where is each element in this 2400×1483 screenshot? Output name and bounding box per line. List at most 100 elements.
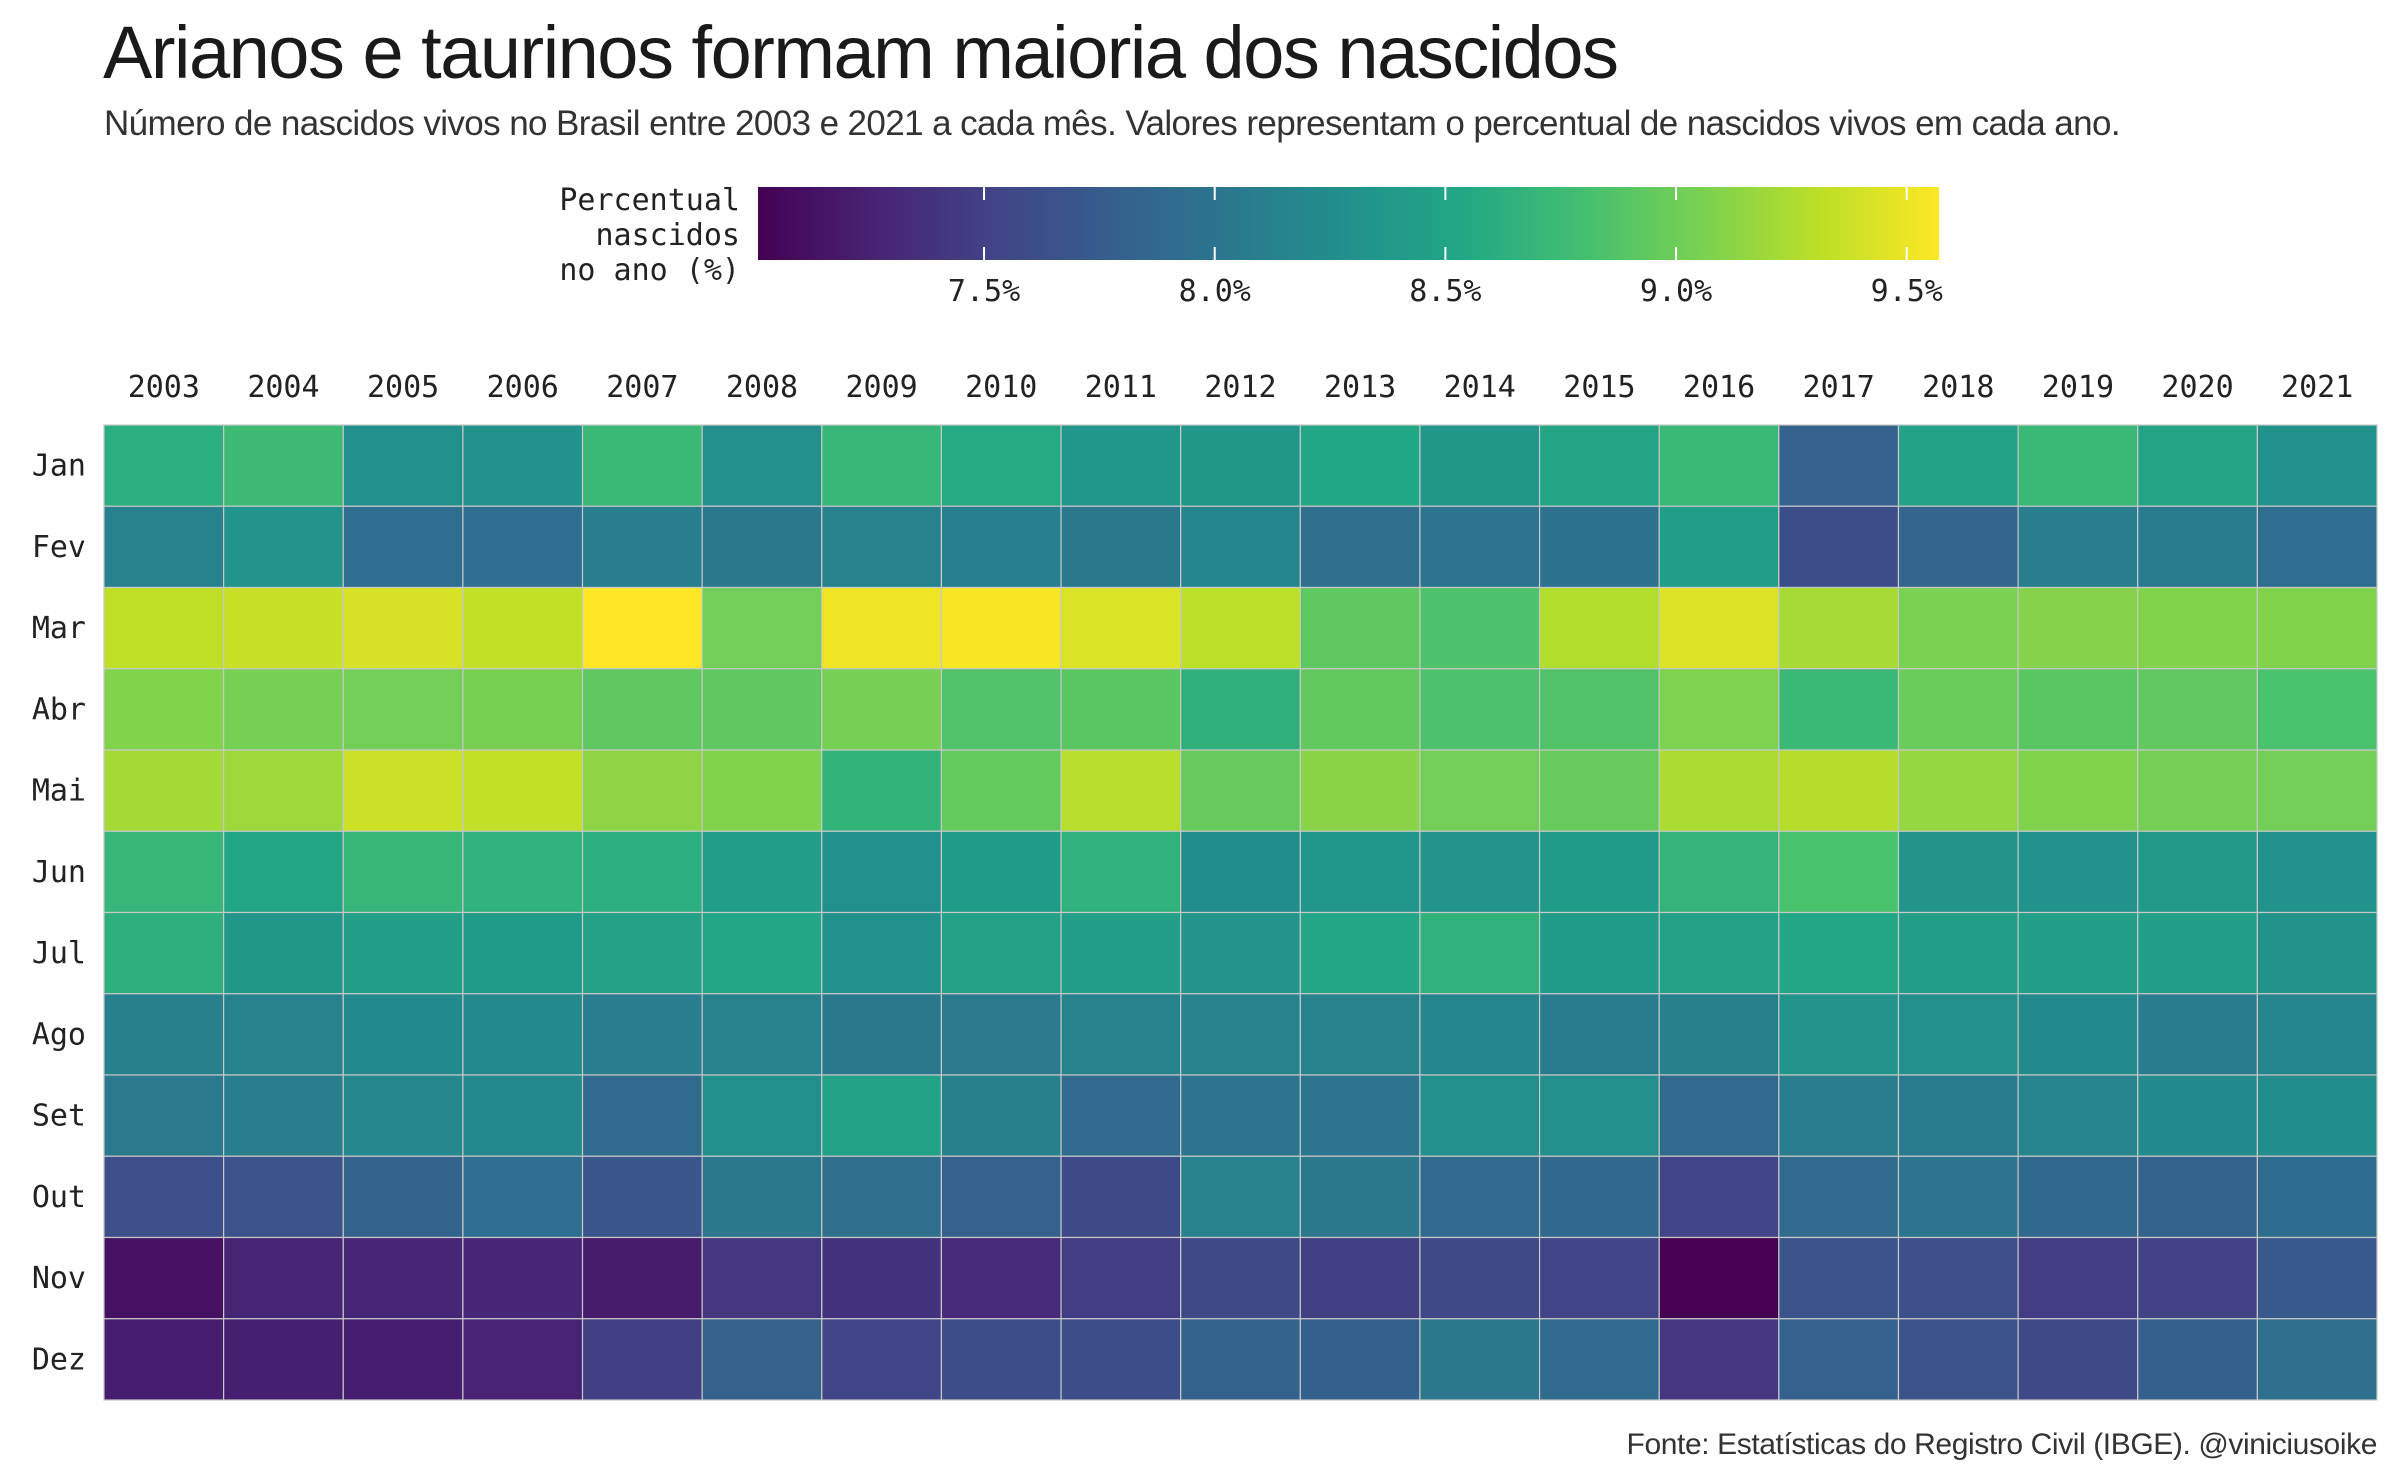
heatmap-cell-abr-2020 xyxy=(2137,668,2258,751)
heatmap-cell-fev-2020 xyxy=(2137,505,2258,589)
heatmap-cell-jul-2016 xyxy=(1658,911,1780,995)
heatmap-cell-mar-2008 xyxy=(701,586,823,670)
heatmap-cell-dez-2004 xyxy=(223,1318,344,1401)
heatmap-cell-nov-2019 xyxy=(2017,1236,2139,1320)
heatmap-cell-abr-2014 xyxy=(1419,668,1541,751)
heatmap-cell-nov-2008 xyxy=(701,1236,823,1320)
heatmap-cell-nov-2015 xyxy=(1538,1236,1660,1320)
heatmap-cell-nov-2006 xyxy=(462,1236,584,1320)
heatmap-cell-mai-2005 xyxy=(342,749,464,832)
x-tick-label: 2007 xyxy=(606,370,678,405)
y-tick-label: Jun xyxy=(32,855,86,890)
x-tick-label: 2013 xyxy=(1324,370,1396,405)
heatmap-cell-dez-2006 xyxy=(462,1318,584,1401)
heatmap-cell-jun-2005 xyxy=(342,830,464,914)
heatmap-cell-jun-2013 xyxy=(1299,830,1421,914)
heatmap-cell-set-2011 xyxy=(1060,1074,1182,1157)
heatmap-cell-jul-2010 xyxy=(940,911,1062,995)
colorbar xyxy=(758,187,1939,260)
heatmap-cell-set-2009 xyxy=(821,1074,943,1157)
heatmap-cell-abr-2019 xyxy=(2017,668,2139,751)
chart-subtitle: Número de nascidos vivos no Brasil entre… xyxy=(104,104,2121,143)
heatmap-cell-nov-2021 xyxy=(2256,1236,2378,1320)
heatmap-cell-fev-2009 xyxy=(821,505,943,589)
heatmap-cell-nov-2018 xyxy=(1897,1236,2019,1320)
color-legend: 7.5% 8.0% 8.5% 9.0% 9.5% xyxy=(758,187,1943,309)
heatmap-cell-jan-2018 xyxy=(1897,424,2019,507)
heatmap-cell-ago-2018 xyxy=(1897,993,2019,1076)
heatmap-cell-jan-2004 xyxy=(223,424,344,507)
heatmap-cell-jun-2011 xyxy=(1060,830,1182,914)
heatmap-cell-fev-2013 xyxy=(1299,505,1421,589)
heatmap-cell-jan-2012 xyxy=(1180,424,1301,507)
heatmap-cell-dez-2011 xyxy=(1060,1318,1182,1401)
heatmap-cell-ago-2013 xyxy=(1299,993,1421,1076)
heatmap-cell-fev-2011 xyxy=(1060,505,1182,589)
colorbar-tick-label: 8.5% xyxy=(1409,274,1481,309)
heatmap-cell-jan-2008 xyxy=(701,424,823,507)
x-tick-label: 2006 xyxy=(487,370,559,405)
heatmap-cell-mai-2012 xyxy=(1180,749,1301,832)
heatmap-cell-jul-2003 xyxy=(103,911,225,995)
heatmap-cell-abr-2015 xyxy=(1538,668,1660,751)
heatmap-cell-fev-2012 xyxy=(1180,505,1301,589)
heatmap-cell-mai-2021 xyxy=(2256,749,2378,832)
heatmap-cell-mai-2017 xyxy=(1778,749,1900,832)
heatmap-cell-jun-2016 xyxy=(1658,830,1780,914)
heatmap-cell-jun-2008 xyxy=(701,830,823,914)
heatmap-cell-jul-2004 xyxy=(223,911,344,995)
heatmap-cell-nov-2009 xyxy=(821,1236,943,1320)
heatmap-cell-set-2020 xyxy=(2137,1074,2258,1157)
heatmap-cell-dez-2015 xyxy=(1538,1318,1660,1401)
y-tick-label: Jan xyxy=(32,449,86,484)
x-tick-label: 2020 xyxy=(2161,370,2233,405)
heatmap-cell-abr-2017 xyxy=(1778,668,1900,751)
x-tick-label: 2003 xyxy=(128,370,200,405)
heatmap-cell-dez-2014 xyxy=(1419,1318,1541,1401)
heatmap-cell-jan-2010 xyxy=(940,424,1062,507)
heatmap-cell-out-2017 xyxy=(1778,1155,1900,1239)
x-tick-label: 2021 xyxy=(2281,370,2353,405)
heatmap-cell-jul-2013 xyxy=(1299,911,1421,995)
heatmap-cell-ago-2004 xyxy=(223,993,344,1076)
heatmap-cell-out-2016 xyxy=(1658,1155,1780,1239)
heatmap-cell-nov-2005 xyxy=(342,1236,464,1320)
heatmap-cell-jun-2007 xyxy=(581,830,703,914)
heatmap-cell-set-2004 xyxy=(223,1074,344,1157)
heatmap-cell-jun-2020 xyxy=(2137,830,2258,914)
heatmap-cell-jan-2006 xyxy=(462,424,584,507)
heatmap-cell-jun-2006 xyxy=(462,830,584,914)
heatmap-cell-dez-2017 xyxy=(1778,1318,1900,1401)
heatmap-cells xyxy=(103,424,2378,1401)
x-tick-label: 2015 xyxy=(1563,370,1635,405)
heatmap-cell-dez-2019 xyxy=(2017,1318,2139,1401)
heatmap-cell-fev-2006 xyxy=(462,505,584,589)
heatmap-cell-set-2019 xyxy=(2017,1074,2139,1157)
heatmap-cell-jul-2020 xyxy=(2137,911,2258,995)
heatmap-cell-nov-2014 xyxy=(1419,1236,1541,1320)
heatmap-cell-mar-2017 xyxy=(1778,586,1900,670)
heatmap-cell-mar-2011 xyxy=(1060,586,1182,670)
y-tick-label: Jul xyxy=(32,936,86,971)
heatmap-cell-abr-2012 xyxy=(1180,668,1301,751)
heatmap-cell-mar-2021 xyxy=(2256,586,2378,670)
x-tick-label: 2010 xyxy=(965,370,1037,405)
x-tick-label: 2016 xyxy=(1683,370,1755,405)
heatmap-cell-fev-2003 xyxy=(103,505,225,589)
heatmap-cell-mar-2009 xyxy=(821,586,943,670)
heatmap-cell-jul-2014 xyxy=(1419,911,1541,995)
heatmap-cell-nov-2011 xyxy=(1060,1236,1182,1320)
heatmap-cell-out-2021 xyxy=(2256,1155,2378,1239)
heatmap-cell-jun-2003 xyxy=(103,830,225,914)
heatmap-cell-nov-2007 xyxy=(581,1236,703,1320)
heatmap-cell-jul-2019 xyxy=(2017,911,2139,995)
heatmap-cell-ago-2016 xyxy=(1658,993,1780,1076)
heatmap-cell-ago-2014 xyxy=(1419,993,1541,1076)
x-tick-label: 2011 xyxy=(1085,370,1157,405)
y-tick-label: Abr xyxy=(32,692,86,727)
heatmap-cell-abr-2009 xyxy=(821,668,943,751)
heatmap-cell-mar-2018 xyxy=(1897,586,2019,670)
heatmap-cell-mai-2011 xyxy=(1060,749,1182,832)
y-tick-label: Mai xyxy=(32,774,86,809)
